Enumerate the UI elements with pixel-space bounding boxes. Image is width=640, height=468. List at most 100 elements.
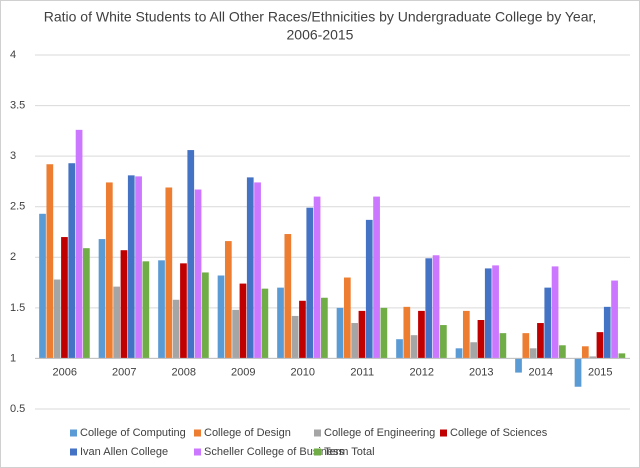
bar [380,307,388,359]
bar [596,332,604,359]
legend-label: College of Sciences [450,427,548,439]
bar [365,219,373,359]
bar [492,265,499,359]
x-tick-label: 2015 [588,366,612,378]
legend-swatch [440,429,447,437]
bar [351,323,358,359]
bar [410,335,418,359]
bar [127,175,135,359]
bar [68,163,76,359]
bar [165,187,173,359]
bar [239,283,247,359]
bar [574,358,582,387]
legend-label: Term Total [324,446,375,458]
bar [172,299,180,359]
x-tick-label: 2006 [53,366,77,378]
bar [537,323,544,359]
legend-label: Scheller College of Business [204,446,345,458]
bar [499,333,507,359]
bar [618,353,626,359]
bar [470,342,477,359]
bar [98,239,106,359]
bar [462,310,470,359]
bar [343,277,351,359]
y-tick-label: 4 [10,49,16,61]
bar [358,310,366,359]
bar [440,325,447,359]
legend-swatch [70,429,77,437]
legend-label: College of Design [204,427,291,439]
bar [120,250,128,359]
bar [418,310,425,359]
bar [46,164,54,359]
bar [187,150,195,359]
y-tick-label: 3.5 [10,99,25,111]
legend-swatch [314,448,321,456]
x-tick-label: 2007 [112,366,136,378]
y-tick-label: 3 [10,150,16,162]
x-tick-label: 2008 [172,366,196,378]
legend-label: College of Computing [80,427,186,439]
y-tick-label: 1.5 [10,302,25,314]
legend-label: Ivan Allen College [80,446,168,458]
bar [217,275,225,359]
bar [224,241,232,359]
bar [246,177,254,359]
bar [477,319,485,359]
bar [39,213,46,359]
bar [113,286,120,359]
y-tick-label: 0.5 [10,403,25,415]
legend-swatch [194,448,201,456]
bar [291,315,299,359]
bar [455,348,463,359]
bar [277,287,284,359]
bar [603,306,611,359]
bar [261,288,269,359]
x-tick-label: 2012 [410,366,434,378]
bar [194,189,202,359]
legend-swatch [314,429,321,437]
bar [544,287,552,359]
bar [396,339,403,359]
bar [53,279,61,359]
bar [403,306,411,359]
bar [75,129,83,359]
bar [484,268,492,359]
y-tick-label: 1 [10,352,16,364]
bar [83,248,90,359]
legend-label: College of Engineering [324,427,435,439]
bar [611,280,618,359]
y-tick-label: 2.5 [10,201,25,213]
x-tick-label: 2010 [291,366,315,378]
x-tick-label: 2014 [529,366,553,378]
bar [551,266,559,359]
chart-title: 2006-2015 [287,27,354,43]
bar [254,182,261,359]
bar [336,307,344,359]
bar [135,176,142,359]
legend-swatch [194,429,201,437]
bar [299,300,306,359]
bar [425,258,433,359]
y-tick-label: 2 [10,251,16,263]
bar [529,348,537,359]
bar [313,196,321,359]
legend-swatch [70,448,77,456]
chart-title: Ratio of White Students to All Other Rac… [44,9,597,25]
bar [515,358,522,373]
bar [180,263,187,359]
bar [559,345,566,359]
bar [142,261,150,359]
bar [581,346,589,359]
bar [61,237,68,359]
bar [432,255,440,359]
bar [158,260,165,359]
bar [284,234,292,359]
x-tick-label: 2011 [350,366,374,378]
bar [306,207,314,359]
bar [589,356,596,359]
bar [232,309,239,359]
bar [373,196,380,359]
bar [105,182,113,359]
